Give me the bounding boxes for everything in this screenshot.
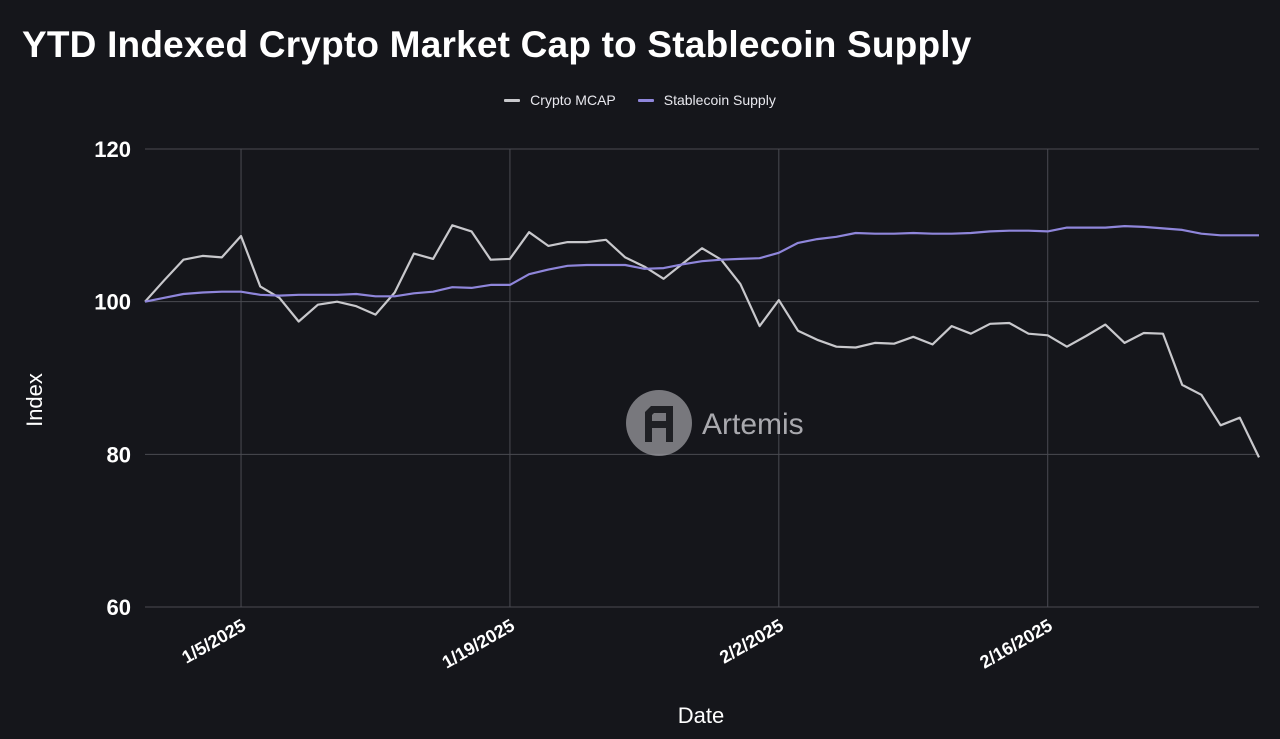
y-axis-ticks: 60 80 100 120 — [94, 137, 131, 620]
series-line-stablecoin-supply — [144, 225, 1259, 303]
watermark-text: Artemis — [702, 408, 804, 441]
series-lines — [144, 224, 1260, 458]
x-tick-label: 1/19/2025 — [439, 615, 518, 672]
y-tick-label: 100 — [94, 290, 131, 315]
x-tick-label: 2/16/2025 — [976, 615, 1055, 672]
chart-title: YTD Indexed Crypto Market Cap to Stablec… — [22, 24, 972, 65]
artemis-logo-mark — [645, 406, 673, 442]
legend-item-crypto-mcap[interactable]: Crypto MCAP — [504, 92, 616, 108]
x-tick-label: 2/2/2025 — [716, 615, 787, 667]
legend-label-stablecoin-supply: Stablecoin Supply — [663, 92, 776, 108]
x-tick-label: 1/5/2025 — [178, 615, 249, 667]
artemis-watermark: Artemis — [626, 390, 804, 456]
y-axis-title: Index — [22, 373, 47, 427]
legend-item-stablecoin-supply[interactable]: Stablecoin Supply — [637, 92, 776, 108]
series-line-crypto-mcap — [144, 224, 1260, 458]
chart-legend: Crypto MCAP Stablecoin Supply — [0, 92, 1280, 108]
x-axis-title: Date — [678, 703, 724, 728]
legend-swatch-crypto-mcap — [504, 98, 521, 102]
legend-swatch-stablecoin-supply — [637, 98, 654, 102]
grid-lines — [145, 148, 1259, 608]
y-tick-label: 120 — [94, 137, 131, 162]
y-tick-label: 80 — [107, 442, 131, 467]
x-axis-ticks: 1/5/2025 1/19/2025 2/2/2025 2/16/2025 — [178, 615, 1055, 672]
y-tick-label: 60 — [107, 595, 131, 620]
legend-label-crypto-mcap: Crypto MCAP — [530, 92, 616, 108]
